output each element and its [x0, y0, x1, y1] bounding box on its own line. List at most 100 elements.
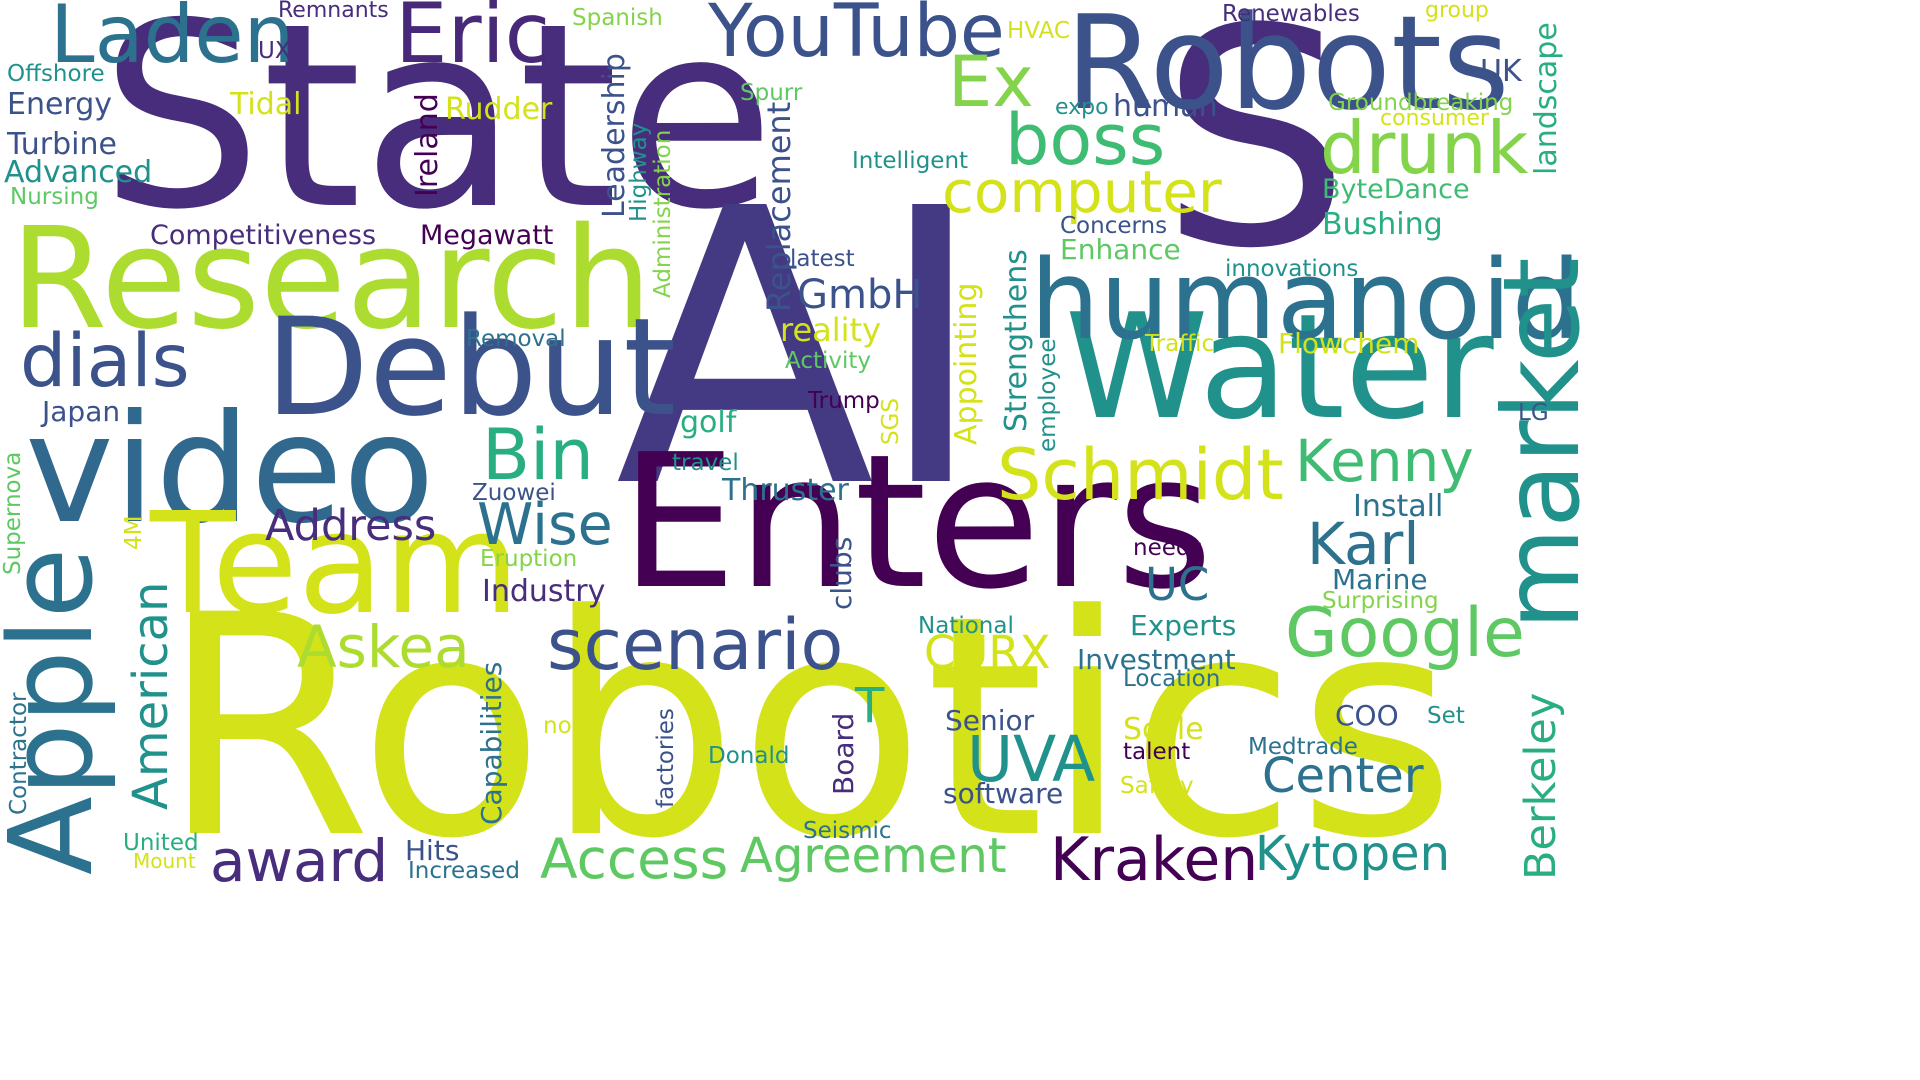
- word-eric: Eric: [395, 0, 551, 82]
- word-nursing: Nursing: [10, 184, 99, 210]
- word-safety: Safety: [1120, 773, 1194, 799]
- word-surprising: Surprising: [1322, 588, 1439, 614]
- word-computer: computer: [942, 158, 1222, 226]
- word-replacement: Replacement: [760, 101, 798, 312]
- word-highway: Highway: [626, 122, 652, 222]
- word-latest: latest: [790, 246, 855, 272]
- word-ireland: Ireland: [410, 93, 445, 197]
- word-youtube: YouTube: [708, 0, 1005, 74]
- word-kenny: Kenny: [1295, 427, 1474, 495]
- word-medtrade: Medtrade: [1248, 734, 1358, 760]
- word-market: market: [1481, 257, 1603, 630]
- word-non: non: [543, 713, 587, 739]
- word-marine: Marine: [1332, 563, 1428, 596]
- word-tidal: Tidal: [230, 87, 302, 122]
- word-groundbreaking: Groundbreaking: [1328, 90, 1514, 116]
- word-competitiveness: Competitiveness: [150, 220, 377, 251]
- word-national: National: [918, 613, 1014, 639]
- word-gmbh: GmbH: [797, 272, 923, 318]
- word-uk: UK: [1480, 54, 1522, 89]
- word-removal: Removal: [466, 326, 566, 352]
- word-contractor: Contractor: [6, 692, 32, 815]
- word-research: Research: [10, 198, 653, 361]
- word-karl: Karl: [1307, 510, 1420, 578]
- word-industry: Industry: [482, 574, 606, 609]
- word-investment: Investment: [1077, 643, 1236, 676]
- word-scenario: scenario: [547, 604, 844, 686]
- word-spanish: Spanish: [572, 5, 663, 31]
- word-install: Install: [1353, 489, 1444, 524]
- word-energy: Energy: [7, 87, 113, 122]
- word-offshore: Offshore: [7, 61, 105, 87]
- word-remnants: Remnants: [278, 0, 389, 23]
- word-innovations: innovations: [1225, 256, 1359, 282]
- word-appointing: Appointing: [949, 282, 984, 445]
- word-boss: boss: [1005, 99, 1166, 181]
- word-increased: Increased: [408, 858, 520, 884]
- word-dials: dials: [20, 319, 190, 404]
- word-t: T: [855, 678, 885, 734]
- word-award: award: [210, 827, 389, 895]
- word-drunk: drunk: [1320, 106, 1529, 190]
- word-schmidt: Schmidt: [997, 434, 1284, 516]
- word-capabilities: Capabilities: [475, 661, 508, 825]
- word-hvac: HVAC: [1007, 18, 1070, 44]
- word-enters: Enters: [620, 414, 1213, 630]
- word-address: Address: [265, 501, 437, 551]
- word-bushing: Bushing: [1322, 207, 1443, 242]
- word-google: Google: [1285, 594, 1525, 673]
- word-american: American: [123, 581, 179, 810]
- word-uxo: UXO: [258, 38, 308, 64]
- word-travel: travel: [672, 450, 739, 476]
- word-lg: LG: [1518, 400, 1549, 426]
- word-location: Location: [1123, 666, 1221, 692]
- word-golf: golf: [680, 405, 737, 440]
- word-software: software: [943, 777, 1064, 810]
- word-coo: COO: [1335, 699, 1399, 732]
- word-factories: factories: [653, 708, 679, 808]
- word-talent: talent: [1123, 739, 1191, 765]
- word-water: Water: [1065, 283, 1494, 452]
- word-state: State: [100, 0, 775, 266]
- word-ex: Ex: [948, 41, 1034, 123]
- word-laden: Laden: [50, 0, 295, 81]
- word-4m: 4M: [121, 515, 147, 550]
- word-ai: AI: [615, 128, 988, 571]
- word-concerns: Concerns: [1060, 213, 1168, 239]
- word-access: Access: [540, 827, 729, 891]
- word-traffic: Traffic: [1145, 331, 1215, 357]
- word-donald: Donald: [708, 743, 790, 769]
- word-landscape: landscape: [1529, 22, 1564, 175]
- word-eruption: Eruption: [480, 546, 578, 572]
- word-mount: Mount: [133, 849, 196, 873]
- word-turbine: Turbine: [7, 127, 117, 162]
- word-set: Set: [1427, 703, 1465, 729]
- word-s: S: [1160, 0, 1351, 314]
- word-zuowei: Zuowei: [472, 480, 556, 506]
- word-humanoid: humanoid: [1030, 236, 1582, 364]
- word-strengthens: Strengthens: [999, 249, 1034, 432]
- word-renewables: Renewables: [1222, 1, 1360, 27]
- word-human: human: [1113, 89, 1218, 124]
- word-group: group: [1425, 0, 1489, 23]
- word-video: video: [25, 383, 435, 557]
- word-united: United: [123, 830, 199, 856]
- word-consumer: consumer: [1380, 106, 1489, 131]
- word-intelligent: Intelligent: [852, 148, 969, 174]
- word-team: Team: [150, 483, 521, 646]
- word-spurr: Spurr: [740, 80, 803, 106]
- word-expo: expo: [1055, 95, 1109, 120]
- word-japan: Japan: [42, 395, 121, 428]
- word-clubs: clubs: [825, 536, 858, 610]
- word-administration: Administration: [650, 129, 676, 298]
- word-board: Board: [827, 712, 860, 795]
- word-reality: reality: [780, 311, 882, 349]
- word-thruster: Thruster: [722, 473, 849, 508]
- word-megawatt: Megawatt: [420, 220, 554, 251]
- word-debut: Debut: [265, 289, 677, 446]
- word-sgs: SGS: [878, 397, 904, 445]
- word-employee: employee: [1035, 338, 1061, 452]
- word-robots: Robots: [1065, 0, 1510, 139]
- word-scale: Scale: [1123, 712, 1204, 747]
